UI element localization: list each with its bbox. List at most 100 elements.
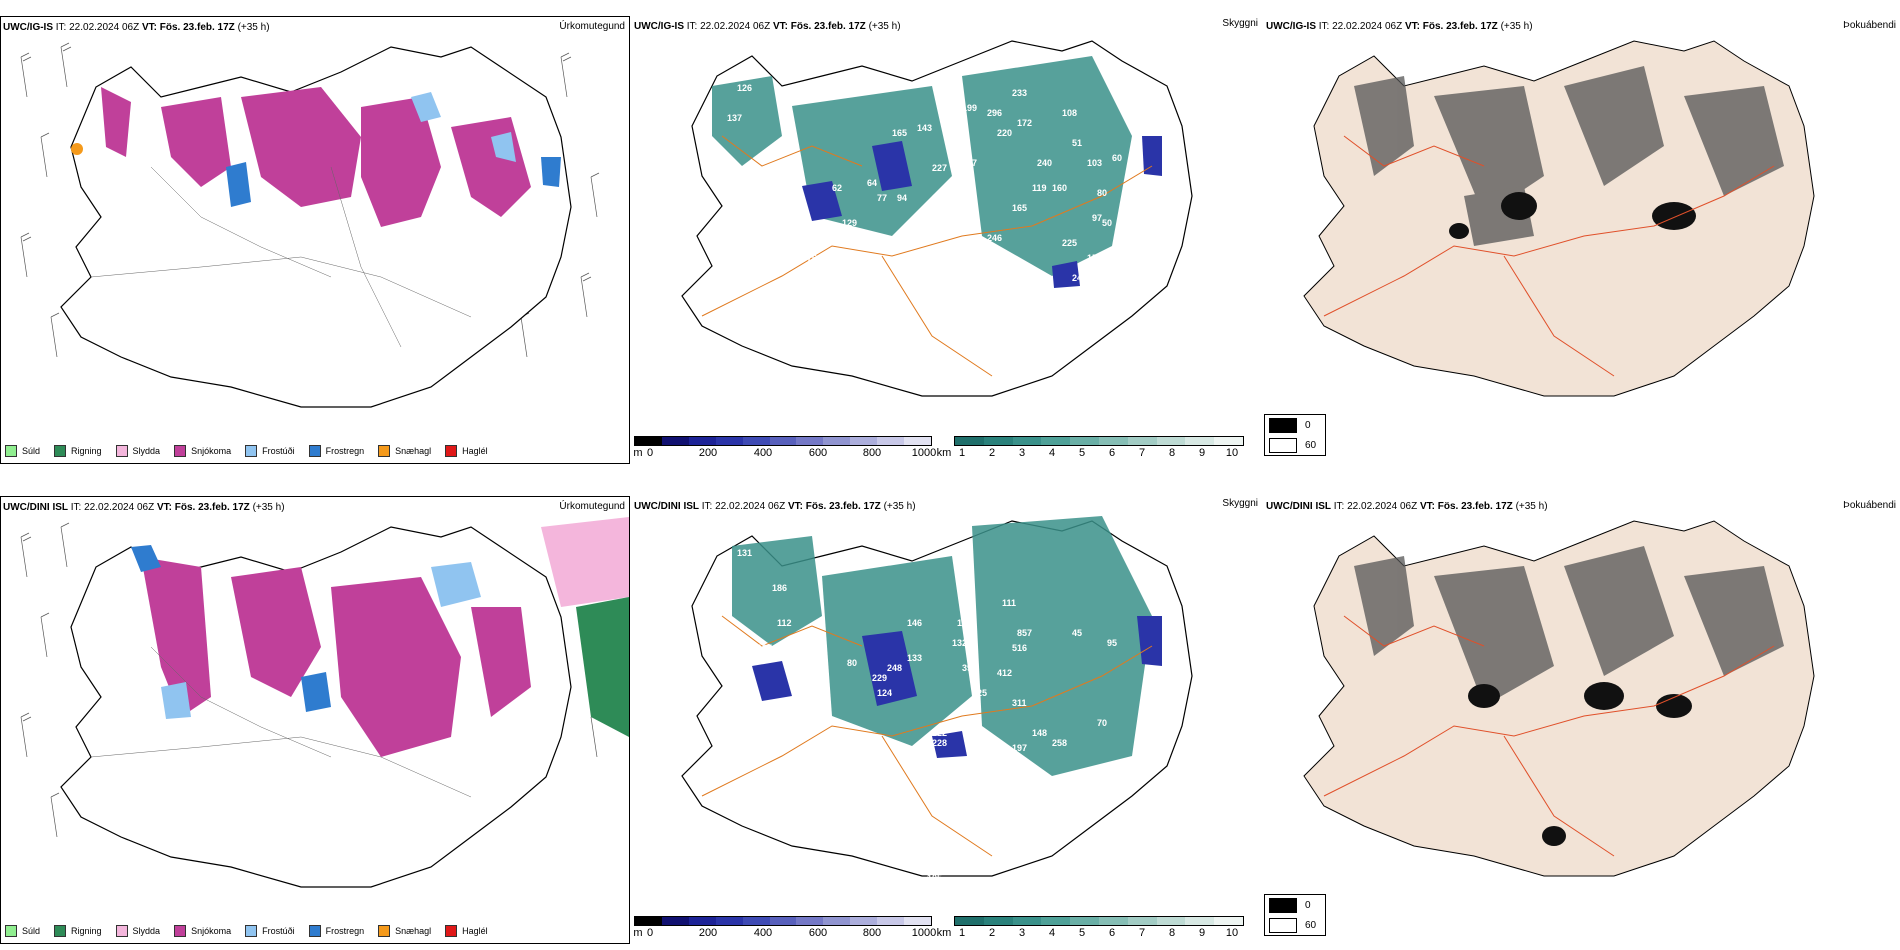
colorbar-ticks: km 1 2 3 4 5 6 7 8 9 10 [936,927,1239,939]
visibility-value-label: 248 [887,663,902,673]
visibility-value-label: 111 [1002,598,1016,608]
field-name: Skyggni [1222,18,1258,29]
visibility-value-label: 131 [737,548,752,558]
fog-key-row: 0 [1265,415,1325,435]
visibility-value-label: 857 [1017,628,1032,638]
sleet-areas [541,517,629,607]
visibility-km-scale: km 1 2 3 4 5 6 7 8 9 10 [937,436,1244,461]
visibility-value-label: 229 [872,673,887,683]
legend-item: Snæhagl [378,445,431,457]
iceland-land [1303,520,1815,877]
fog-index-panel-top: UWC/IG-IS IT: 22.02.2024 06Z VT: Fös. 23… [1264,16,1900,464]
legend-item: Slydda [115,925,160,937]
visibility-value-label: 119 [1032,183,1047,193]
visibility-value-label: 103 [1087,158,1102,168]
rain-areas [576,597,629,737]
visibility-panel-bottom: 131 186 51 23 137 112 104 97 94 60 56 76 80 68 229 124 2… [632,496,1262,944]
panel-title: UWC/DINI ISL IT: 22.02.2024 06Z VT: Fös.… [1266,501,1548,512]
visibility-value-label: 398 [962,663,977,673]
legend-item: Frostúði [245,445,295,457]
colorbar-strip [954,436,1244,446]
visibility-value-label: 258 [1052,738,1067,748]
visibility-value-label: 242 [1072,273,1087,283]
visibility-value-label: 62 [832,183,842,193]
visibility-value-label: 45 [1072,628,1082,638]
visibility-value-label: 80 [847,658,857,668]
fog-key-row: 0 [1265,895,1325,915]
visibility-value-label: 76 [807,253,817,263]
dark-fog-spots [1449,192,1696,239]
panel-title: UWC/IG-IS IT: 22.02.2024 06Z VT: Fös. 23… [1266,21,1533,32]
visibility-panel-top: 126 137 250 141 190 112 56 150 76 98 129 99 165 62 64 7… [632,16,1262,464]
colorbar-ticks: m 0 200 400 600 800 1000 [633,447,937,459]
visibility-value-label: 129 [842,218,857,228]
precip-legend: Súld Rigning Slydda Snjókoma Frostúði Fr… [5,445,502,457]
panel-title: UWC/DINI ISL IT: 22.02.2024 06Z VT: Fös.… [3,502,285,513]
visibility-value-label: 108 [1062,108,1077,118]
fog-index-panel-bottom: UWC/DINI ISL IT: 22.02.2024 06Z VT: Fös.… [1264,496,1900,944]
visibility-value-label: 137 [727,113,742,123]
visibility-value-label: 50 [957,248,967,258]
visibility-value-label: 197 [1012,743,1027,753]
visibility-m-shading [752,616,1162,758]
legend-item: Rigning [54,445,102,457]
visibility-value-label: 50 [1102,218,1112,228]
visibility-value-label: 60 [1112,153,1122,163]
visibility-value-label: 412 [997,668,1012,678]
field-name: Skyggni [1222,498,1258,509]
visibility-value-label: 98 [817,263,827,273]
visibility-value-label: 165 [1012,203,1027,213]
fog-key-row: 60 [1265,915,1325,935]
legend-item: Frostregn [308,445,364,457]
field-name: Úrkomutegund [559,501,625,512]
visibility-m-scale: m 0 200 400 600 800 1000 [633,436,937,461]
visibility-value-label: 227 [932,163,947,173]
visibility-value-label: 190 [772,183,787,193]
road-network [90,646,472,798]
visibility-value-label: 80 [1097,188,1107,198]
road-network [90,166,472,348]
colorbar-strip [634,916,932,926]
visibility-value-label: 126 [737,83,752,93]
ice-pellets-spot [71,143,83,155]
visibility-value-label: 233 [1012,88,1027,98]
visibility-value-label: 64 [867,178,877,188]
fog-shading [1354,546,1784,706]
colorbar-ticks: m 0 200 400 600 800 1000 [633,927,937,939]
visibility-value-label: 153 [1087,253,1102,263]
visibility-value-label: 94 [897,193,907,203]
visibility-value-label: 250 [782,143,797,153]
visibility-value-label: 148 [987,743,1002,753]
visibility-value-label: 133 [907,653,922,663]
visibility-value-label: 148 [1032,728,1047,738]
precip-type-map-top [20,42,600,408]
visibility-value-label: 143 [917,123,932,133]
fog-key: 0 60 [1264,894,1326,936]
visibility-value-label: 97 [1092,213,1102,223]
field-name: Þokuábendi [1843,20,1896,31]
visibility-value-label: 51 [1072,138,1082,148]
visibility-value-label: 137 [757,643,772,653]
panel-title: UWC/IG-IS IT: 22.02.2024 06Z VT: Fös. 23… [3,22,270,33]
precip-type-panel-bottom: UWC/DINI ISL IT: 22.02.2024 06Z VT: Fös.… [0,496,630,944]
road-network [1323,135,1775,377]
visibility-value-label: 311 [1012,698,1027,708]
visibility-value-label: 201 [932,193,947,203]
visibility-value-label: 99 [852,238,862,248]
road-network [701,135,1153,377]
visibility-value-label: 77 [877,193,887,203]
visibility-value-label: 158 [897,228,912,238]
colorbar-strip [954,916,1244,926]
visibility-value-label: 112 [777,618,792,628]
field-name: Þokuábendi [1843,500,1896,511]
visibility-value-label: 125 [972,688,987,698]
visibility-value-label: 107 [942,123,957,133]
legend-item: Frostúði [245,925,295,937]
visibility-m-scale: m 0 200 400 600 800 1000 [633,916,937,941]
visibility-value-label: 165 [892,128,907,138]
visibility-value-label: 160 [1052,183,1067,193]
visibility-value-label: 60 [812,713,822,723]
visibility-value-label: 157 [962,158,977,168]
